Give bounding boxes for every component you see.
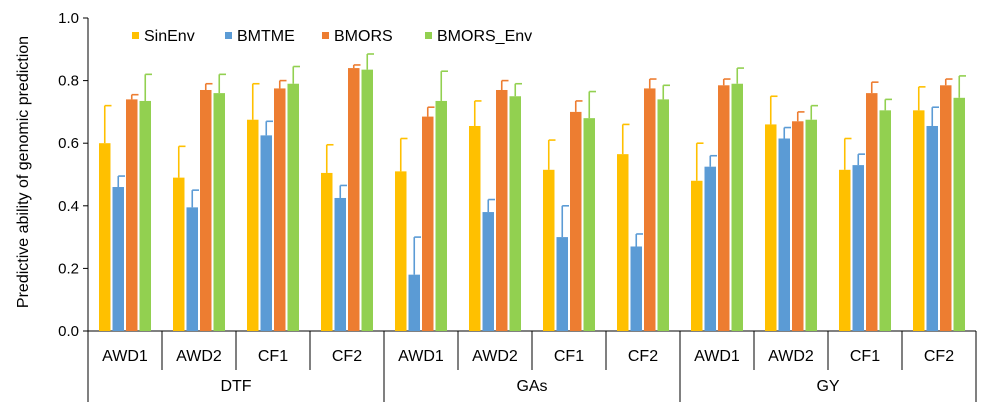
x-tick-label: AWD1 [398,348,444,365]
bar-BMTME-0 [112,187,124,331]
bar-BMORS_Env-11 [953,97,965,331]
error-bars [103,53,966,275]
legend-label-SinEnv: SinEnv [144,28,195,45]
x-tick-label: CF2 [332,348,362,365]
bar-BMORS-9 [792,121,804,331]
bar-BMORS-4 [422,116,434,331]
bar-BMORS-0 [126,99,138,331]
y-tick-label: 0.0 [58,323,79,340]
bar-SinEnv-0 [99,143,111,331]
x-tick-label: CF1 [258,348,288,365]
x-axis-labels: AWD1 AWD2 CF1 CF2 AWD1 AWD2 CF1 CF2 AWD1 AWD2 CF1 C… [87,331,977,402]
y-tick-label: 0.2 [58,260,79,277]
bar-SinEnv-1 [173,177,185,331]
bar-BMORS_Env-3 [361,69,373,332]
bar-BMTME-5 [482,212,494,331]
x-tick-label: CF1 [850,348,880,365]
y-tick-label: 0.8 [58,73,79,90]
legend-swatch-SinEnv [132,32,139,39]
bar-SinEnv-11 [913,110,925,332]
bar-SinEnv-7 [617,154,629,331]
x-tick-label: AWD2 [768,348,814,365]
bar-BMORS-11 [940,85,952,331]
bar-SinEnv-2 [247,119,259,331]
x-tick-label: CF1 [554,348,584,365]
bar-BMORS_Env-7 [657,99,669,331]
bar-SinEnv-5 [469,125,481,331]
bar-BMTME-3 [334,197,346,331]
x-tick-label: AWD1 [102,348,148,365]
bar-BMTME-10 [852,165,864,331]
x-tick-label: AWD2 [176,348,222,365]
legend-label-BMORS: BMORS [334,28,393,45]
bar-BMORS_Env-6 [583,118,595,331]
y-tick-label: 0.4 [58,198,79,215]
bar-SinEnv-6 [543,169,555,331]
bar-BMTME-1 [186,207,198,331]
bar-SinEnv-4 [395,171,407,331]
bar-BMORS_Env-9 [805,119,817,331]
bar-BMORS-7 [644,88,656,331]
bar-BMORS-2 [274,88,286,331]
legend-swatch-BMTME [225,32,232,39]
bar-BMORS_Env-0 [139,100,151,331]
x-tick-label: AWD1 [694,348,740,365]
bar-SinEnv-8 [691,180,703,331]
x-group-label: GY [816,378,839,395]
legend-label-BMORS_Env: BMORS_Env [437,28,532,45]
legend-swatch-BMORS [322,32,329,39]
bar-BMORS-1 [200,89,212,332]
bar-BMORS-6 [570,111,582,332]
bar-BMORS-10 [866,93,878,332]
legend: SinEnv BMTME BMORS BMORS_Env [132,28,532,45]
legend-swatch-BMORS_Env [425,32,432,39]
bar-BMTME-6 [556,237,568,331]
bar-SinEnv-9 [765,124,777,331]
bar-BMORS_Env-10 [879,110,891,332]
bar-BMORS_Env-4 [435,100,447,331]
y-tick-label: 1.0 [58,10,79,27]
bar-BMTME-2 [260,135,272,331]
bar-BMTME-4 [408,274,420,331]
bar-SinEnv-10 [839,169,851,331]
bar-BMORS_Env-8 [731,83,743,331]
bar-BMORS_Env-2 [287,83,299,331]
y-axis-title: Predictive ability of genomic prediction [15,36,32,308]
bar-BMORS-5 [496,89,508,332]
bar-SinEnv-3 [321,172,333,331]
bar-BMTME-8 [704,166,716,331]
bar-series [99,68,965,332]
x-group-label: DTF [220,378,251,395]
bar-BMTME-11 [926,125,938,331]
x-group-label: GAs [516,378,547,395]
bar-BMORS_Env-1 [213,93,225,332]
x-tick-label: CF2 [924,348,954,365]
bar-BMTME-7 [630,246,642,331]
x-tick-label: CF2 [628,348,658,365]
bar-BMORS_Env-5 [509,96,521,331]
y-tick-label: 0.6 [58,135,79,152]
bar-BMORS-3 [348,68,360,331]
bar-BMORS-8 [718,85,730,331]
x-tick-label: AWD2 [472,348,518,365]
legend-label-BMTME: BMTME [237,28,295,45]
bar-BMTME-9 [778,138,790,331]
y-axis-ticks: 0.0 0.2 0.4 0.6 0.8 1.0 [58,10,88,340]
